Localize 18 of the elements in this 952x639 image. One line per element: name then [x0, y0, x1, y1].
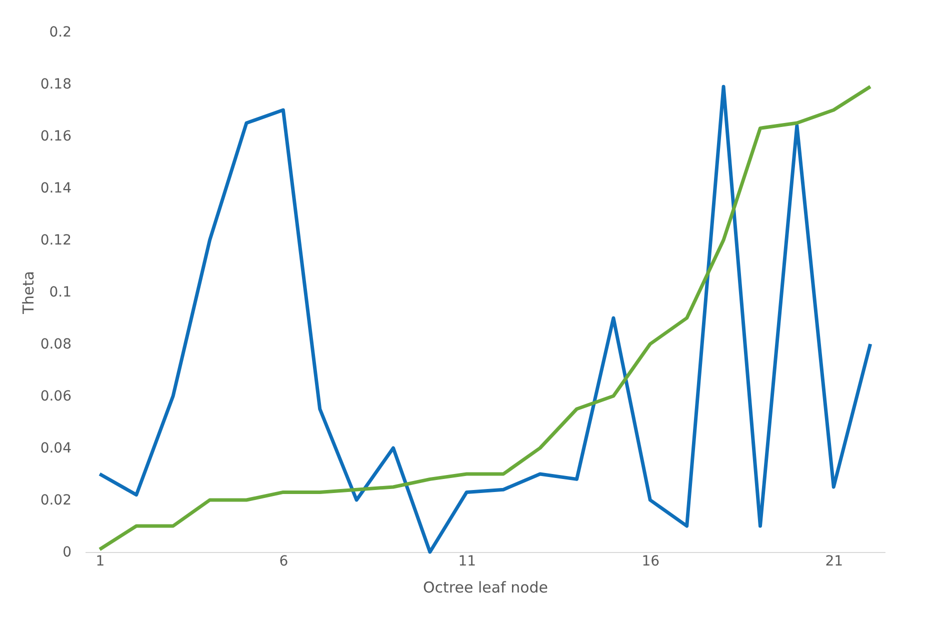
- y-tick-label: 0.18: [40, 76, 72, 92]
- x-tick-label: 11: [458, 554, 476, 570]
- y-tick-label: 0.12: [40, 232, 72, 248]
- y-tick-label: 0.06: [40, 388, 72, 404]
- y-tick-label: 0.16: [40, 128, 72, 144]
- x-tick-label: 1: [96, 554, 105, 570]
- x-tick-label: 16: [642, 554, 660, 570]
- x-tick-label: 21: [825, 554, 844, 570]
- y-axis-title: Theta: [19, 271, 38, 315]
- y-tick-label: 0: [62, 544, 72, 560]
- y-tick-label: 0.1: [49, 284, 72, 300]
- y-tick-label: 0.14: [40, 180, 72, 196]
- y-tick-label: 0.2: [49, 24, 72, 40]
- y-tick-label: 0.04: [40, 440, 72, 456]
- x-tick-label: 6: [279, 554, 288, 570]
- y-tick-label: 0.02: [40, 492, 72, 508]
- x-axis-title: Octree leaf node: [422, 578, 548, 596]
- y-tick-label: 0.08: [40, 336, 72, 352]
